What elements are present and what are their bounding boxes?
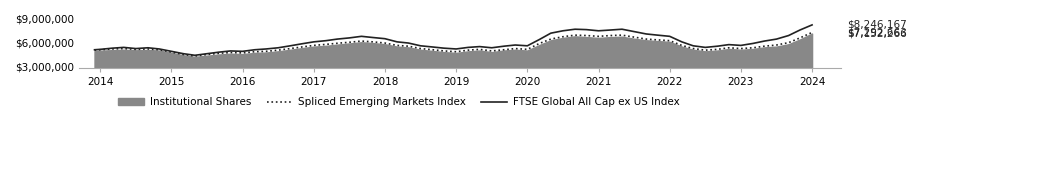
- Text: $7,292,663: $7,292,663: [848, 28, 908, 37]
- Text: $7,152,266: $7,152,266: [848, 28, 908, 39]
- Text: $8,246,167: $8,246,167: [848, 20, 908, 30]
- Legend: Institutional Shares, Spliced Emerging Markets Index, FTSE Global All Cap ex US : Institutional Shares, Spliced Emerging M…: [114, 93, 683, 112]
